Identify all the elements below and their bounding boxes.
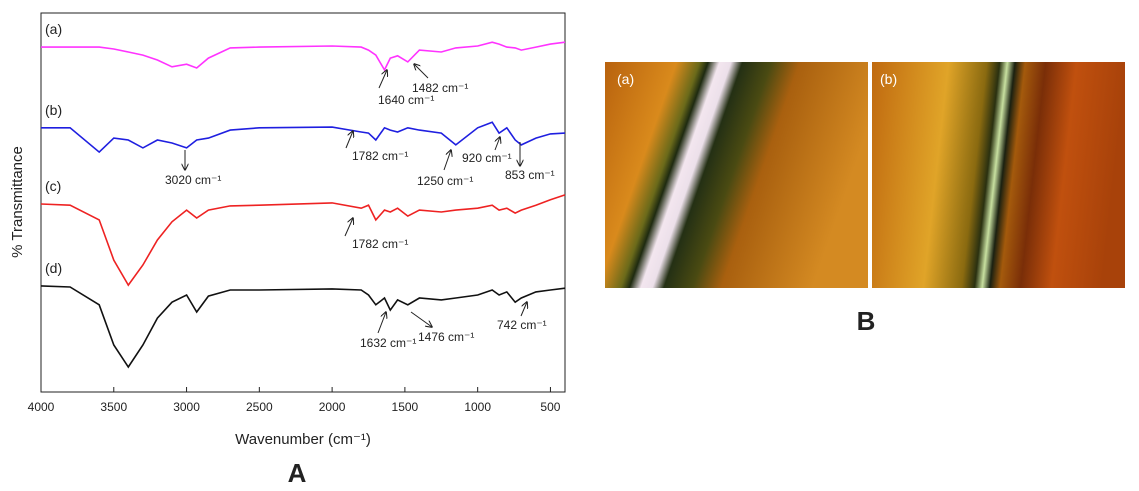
annotation-arrow bbox=[344, 218, 353, 237]
panel-label: A bbox=[288, 458, 307, 486]
annotation-arrow bbox=[495, 137, 500, 151]
spectrum-line bbox=[41, 41, 566, 72]
annotation: 920 cm⁻¹ bbox=[462, 151, 512, 165]
x-tick-label: 3500 bbox=[100, 400, 127, 414]
annotation: 742 cm⁻¹ bbox=[497, 318, 547, 332]
spectrum-line bbox=[40, 194, 566, 287]
x-tick-label: 2500 bbox=[246, 400, 273, 414]
image-label: (a) bbox=[617, 71, 634, 87]
annotation: 1782 cm⁻¹ bbox=[352, 149, 408, 163]
x-tick-label: 3000 bbox=[173, 400, 200, 414]
y-axis-title: % Transmittance bbox=[9, 146, 26, 258]
series-label: (a) bbox=[45, 21, 62, 37]
annotation-arrow bbox=[377, 312, 386, 334]
micrograph-image bbox=[872, 62, 1125, 288]
annotation-arrow bbox=[410, 311, 432, 327]
annotation: 1476 cm⁻¹ bbox=[418, 330, 474, 344]
panel-label: B bbox=[857, 306, 876, 336]
annotation: 1632 cm⁻¹ bbox=[360, 336, 416, 350]
x-tick-label: 1500 bbox=[392, 400, 419, 414]
plot-frame bbox=[40, 12, 566, 393]
annotation: 1782 cm⁻¹ bbox=[352, 237, 408, 251]
annotation: 1482 cm⁻¹ bbox=[412, 81, 468, 95]
spectrum-line bbox=[41, 121, 566, 154]
annotation-arrow bbox=[520, 302, 527, 317]
annotation: 853 cm⁻¹ bbox=[505, 168, 555, 182]
annotation-arrow bbox=[378, 70, 387, 89]
series-label: (d) bbox=[45, 260, 62, 276]
series-label: (c) bbox=[45, 178, 61, 194]
x-axis-title: Wavenumber (cm⁻¹) bbox=[235, 431, 371, 448]
micrograph-image bbox=[605, 62, 868, 288]
annotation-arrow bbox=[345, 131, 353, 149]
series-label: (b) bbox=[45, 102, 62, 118]
x-tick-label: 2000 bbox=[319, 400, 346, 414]
annotation: 3020 cm⁻¹ bbox=[165, 173, 221, 187]
x-tick-label: 1000 bbox=[464, 400, 491, 414]
spectrum-line bbox=[40, 285, 566, 369]
annotation-arrow bbox=[443, 150, 451, 171]
x-tick-label: 500 bbox=[540, 400, 560, 414]
annotation: 1640 cm⁻¹ bbox=[378, 93, 434, 107]
annotation-arrow bbox=[414, 64, 429, 79]
image-label: (b) bbox=[880, 71, 897, 87]
x-tick-label: 4000 bbox=[28, 400, 55, 414]
annotation: 1250 cm⁻¹ bbox=[417, 174, 473, 188]
